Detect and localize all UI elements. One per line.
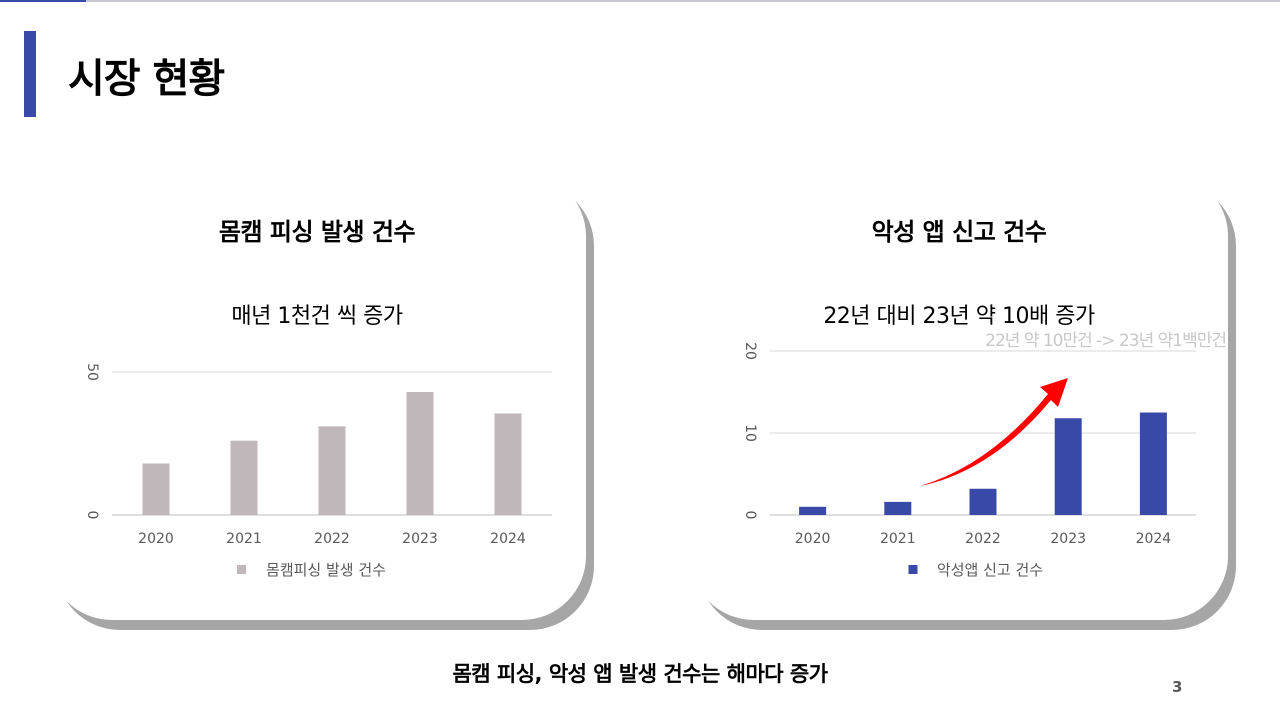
y-tick-label: 50	[84, 363, 100, 381]
bar	[406, 392, 434, 515]
title-accent-bar	[24, 31, 36, 117]
bar	[494, 413, 522, 515]
footer-caption: 몸캠 피싱, 악성 앱 발생 건수는 해마다 증가	[452, 662, 828, 686]
legend-label: 몸캠피싱 발생 건수	[266, 561, 386, 579]
trend-arrow-icon	[920, 378, 1068, 486]
chart-card-phishing: 몸캠 피싱 발생 건수 매년 1천건 씩 증가	[48, 172, 586, 620]
chart-subtitle: 22년 대비 23년 약 10배 증가	[823, 304, 1095, 329]
x-tick-label: 2023	[1050, 531, 1086, 547]
chart-title: 몸캠 피싱 발생 건수	[218, 218, 416, 246]
x-tick-label: 2024	[490, 531, 526, 547]
legend-swatch	[908, 565, 918, 574]
top-rule-accent	[0, 0, 86, 2]
top-rule	[0, 0, 1280, 2]
bar	[142, 463, 170, 515]
bar	[969, 488, 997, 515]
chart-subtitle: 매년 1천건 씩 증가	[231, 304, 403, 329]
x-tick-label: 2022	[965, 531, 1001, 547]
x-tick-label: 2020	[138, 531, 174, 547]
chart-card-malicious-app: 악성 앱 신고 건수 22년 대비 23년 약 10배 증가	[690, 172, 1228, 620]
chart-annotation: 22년 약 10만건 -> 23년 약1백만건	[985, 331, 1226, 351]
y-tick-label: 0	[84, 511, 100, 520]
bar	[318, 426, 346, 515]
bar	[1054, 418, 1082, 515]
legend-swatch	[237, 565, 246, 574]
bar	[799, 506, 827, 515]
bar	[230, 440, 258, 515]
y-tick-label: 20	[742, 342, 758, 360]
x-tick-label: 2022	[314, 531, 350, 547]
x-tick-label: 2021	[880, 531, 916, 547]
bar	[1139, 412, 1167, 515]
page-title: 시장 현황	[68, 56, 225, 102]
x-tick-label: 2021	[226, 531, 262, 547]
x-tick-label: 2024	[1136, 531, 1172, 547]
chart-title: 악성 앱 신고 건수	[871, 218, 1047, 246]
chart-0-group: 0 50 2020 2021 2022 2023 2024 몸캠피싱 발생 건수	[84, 363, 552, 579]
y-tick-label: 10	[742, 424, 758, 442]
x-tick-label: 2023	[402, 531, 438, 547]
legend-label: 악성앱 신고 건수	[937, 561, 1043, 579]
bar	[884, 501, 912, 515]
y-tick-label: 0	[742, 511, 758, 520]
page-number: 3	[1172, 678, 1183, 696]
x-tick-label: 2020	[795, 531, 831, 547]
